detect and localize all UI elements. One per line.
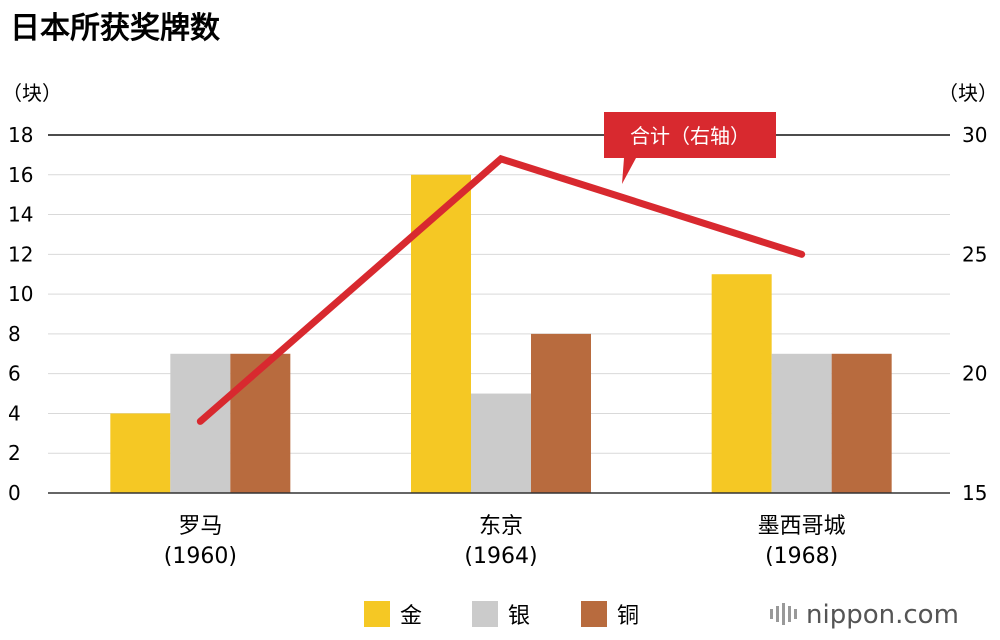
bar-铜 (831, 353, 892, 493)
total-line (196, 154, 806, 425)
brand-icon-bar (788, 606, 791, 622)
left-axis-ticks: 0 2 4 6 8 10 12 14 16 18 (8, 123, 33, 505)
category-year-label: (1964) (464, 544, 537, 569)
chart-title: 日本所获奖牌数 (10, 11, 221, 46)
category-year-label: (1960) (164, 544, 237, 569)
left-tick-label: 2 (8, 441, 21, 465)
legend-swatch (472, 601, 498, 627)
brand-text: nippon.com (806, 600, 959, 630)
right-tick-label: 30 (962, 123, 987, 147)
right-tick-label: 15 (962, 481, 987, 505)
waveform-bars-icon (770, 603, 797, 625)
right-axis-ticks: 15 20 25 30 (962, 123, 987, 505)
bar-银 (471, 393, 531, 493)
left-tick-label: 14 (8, 203, 33, 227)
left-axis-unit: （块） (2, 81, 62, 105)
total-callout: 合计（右轴） (604, 112, 776, 184)
left-tick-label: 4 (8, 401, 21, 425)
brand-icon-bar (794, 609, 797, 619)
callout-label: 合计（右轴） (630, 124, 750, 148)
left-tick-label: 0 (8, 481, 21, 505)
left-tick-label: 10 (8, 282, 33, 306)
category-label: 东京 (479, 514, 523, 539)
left-tick-label: 18 (8, 123, 33, 147)
right-axis-unit: （块） (938, 81, 998, 105)
brand-logo: nippon.com (770, 600, 959, 630)
brand-icon-bar (770, 609, 773, 619)
legend-label: 银 (508, 604, 530, 629)
right-tick-label: 25 (962, 242, 987, 266)
bar-金 (711, 274, 772, 493)
bar-铜 (230, 353, 291, 493)
bar-金 (110, 413, 171, 493)
brand-icon-bar (782, 603, 785, 625)
callout-box (604, 112, 776, 184)
bar-铜 (531, 333, 591, 493)
left-tick-label: 16 (8, 163, 33, 187)
legend-label: 铜 (617, 604, 639, 629)
left-tick-label: 12 (8, 242, 33, 266)
legend: 金银铜 (364, 601, 639, 629)
brand-icon-bar (776, 606, 779, 622)
category-year-label: (1968) (765, 544, 838, 569)
total-series (196, 154, 806, 425)
bar-银 (771, 353, 832, 493)
legend-label: 金 (400, 604, 422, 629)
category-labels: 罗马 (1960) 东京 (1964) 墨西哥城 (1968) (164, 514, 846, 569)
category-label: 墨西哥城 (758, 514, 846, 539)
legend-swatch (364, 601, 390, 627)
left-tick-label: 8 (8, 322, 21, 346)
bar-金 (411, 174, 471, 493)
category-label: 罗马 (178, 514, 222, 539)
left-tick-label: 6 (8, 362, 21, 386)
legend-swatch (581, 601, 607, 627)
right-tick-label: 20 (962, 362, 987, 386)
